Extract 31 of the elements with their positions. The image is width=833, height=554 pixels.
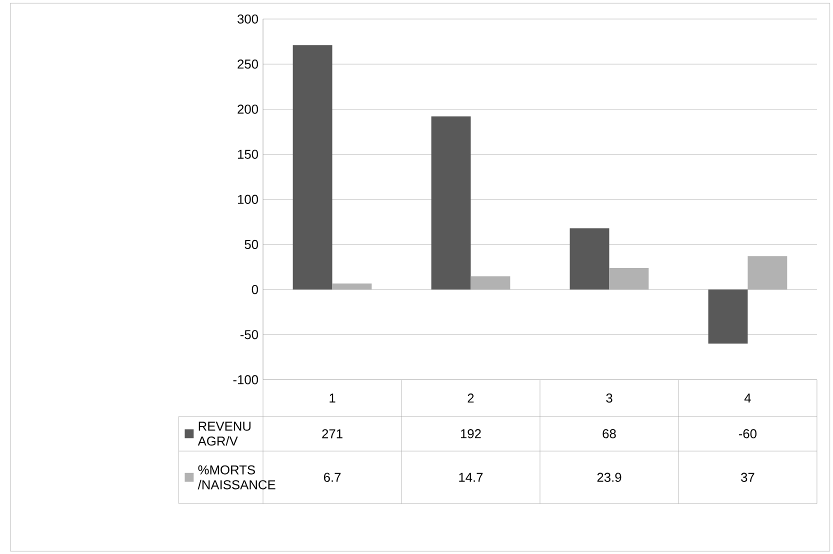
y-tick-label: -100 <box>233 375 258 384</box>
data-label: -60 <box>738 429 757 438</box>
legend-label: REVENU AGR/V <box>198 422 251 446</box>
x-tick-label: 3 <box>606 393 612 402</box>
bar <box>292 45 332 290</box>
y-tick-label: 200 <box>238 104 258 114</box>
bar <box>748 256 788 290</box>
bar <box>431 116 471 290</box>
y-tick-label: -50 <box>240 330 258 340</box>
data-label: 14.7 <box>459 472 483 482</box>
y-tick-label: 100 <box>238 194 258 204</box>
bar <box>609 268 649 290</box>
data-label: 37 <box>741 472 754 482</box>
data-label: 68 <box>602 429 616 438</box>
bar <box>708 289 748 344</box>
bar <box>332 283 372 290</box>
data-label: 192 <box>460 429 481 438</box>
bar <box>570 228 610 290</box>
y-tick-label: 50 <box>244 240 258 249</box>
legend-label: %MORTS /NAISSANCE <box>198 465 276 490</box>
y-tick-label: 300 <box>238 14 258 24</box>
y-tick-label: 150 <box>238 150 258 159</box>
data-label: 6.7 <box>324 472 341 482</box>
y-tick-label: 0 <box>252 284 258 294</box>
bar <box>470 276 510 290</box>
y-tick-label: 250 <box>238 59 258 69</box>
data-label: 271 <box>322 429 342 438</box>
x-tick-label: 2 <box>468 393 474 402</box>
x-tick-label: 1 <box>330 393 336 402</box>
data-label: 23.9 <box>597 472 622 482</box>
x-tick-label: 4 <box>744 393 751 402</box>
